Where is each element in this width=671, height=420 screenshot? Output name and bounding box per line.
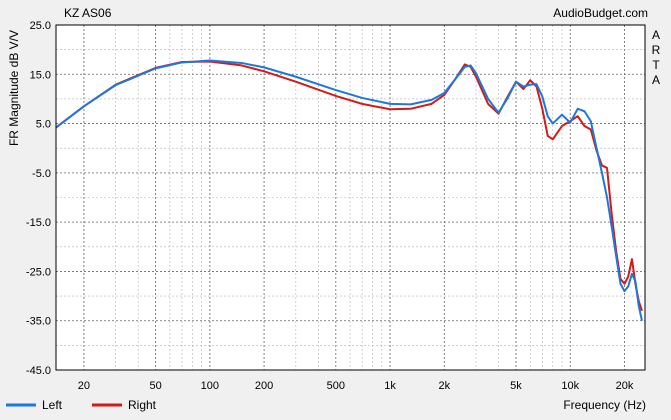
source-label: AudioBudget.com — [553, 6, 648, 20]
legend-label: Left — [42, 398, 63, 412]
chart-title: KZ AS06 — [64, 6, 112, 20]
side-label-letter: A — [652, 28, 660, 42]
legend-label: Right — [128, 398, 157, 412]
y-tick-label: -35.0 — [26, 316, 51, 328]
y-tick-label: 25.0 — [30, 20, 51, 32]
x-tick-label: 1k — [384, 380, 396, 392]
axes-labels: 25.0 15.0 5.0 -5.0 -15.0 -25.0 -35.0 -45.0 20 50 1… — [26, 20, 634, 392]
y-tick-label: 15.0 — [30, 69, 51, 81]
side-label-letter: A — [652, 73, 660, 87]
y-axis-label: FR Magnitude dB V/V — [7, 30, 21, 146]
x-tick-label: 2k — [438, 380, 450, 392]
y-tick-label: 5.0 — [36, 119, 51, 131]
side-label-letter: T — [652, 58, 660, 72]
x-tick-label: 5k — [510, 380, 522, 392]
grid — [56, 24, 645, 371]
series-line-right — [55, 60, 643, 312]
series-layer — [55, 59, 643, 321]
x-tick-label: 20k — [616, 380, 634, 392]
y-tick-label: -15.0 — [26, 217, 51, 229]
x-tick-label: 50 — [149, 380, 161, 392]
x-tick-label: 500 — [327, 380, 345, 392]
plot-frame — [55, 24, 646, 371]
side-label-letter: R — [652, 43, 661, 57]
x-tick-label: 100 — [201, 380, 219, 392]
y-tick-label: -25.0 — [26, 266, 51, 278]
plot-area — [56, 25, 645, 370]
series-line-left — [55, 59, 643, 321]
x-tick-label: 200 — [255, 380, 273, 392]
x-tick-label: 20 — [78, 380, 90, 392]
legend: Left Right — [6, 398, 157, 412]
y-tick-label: -45.0 — [26, 365, 51, 377]
y-tick-label: -5.0 — [32, 168, 51, 180]
x-axis-label: Frequency (Hz) — [563, 398, 646, 412]
x-tick-label: 10k — [561, 380, 579, 392]
